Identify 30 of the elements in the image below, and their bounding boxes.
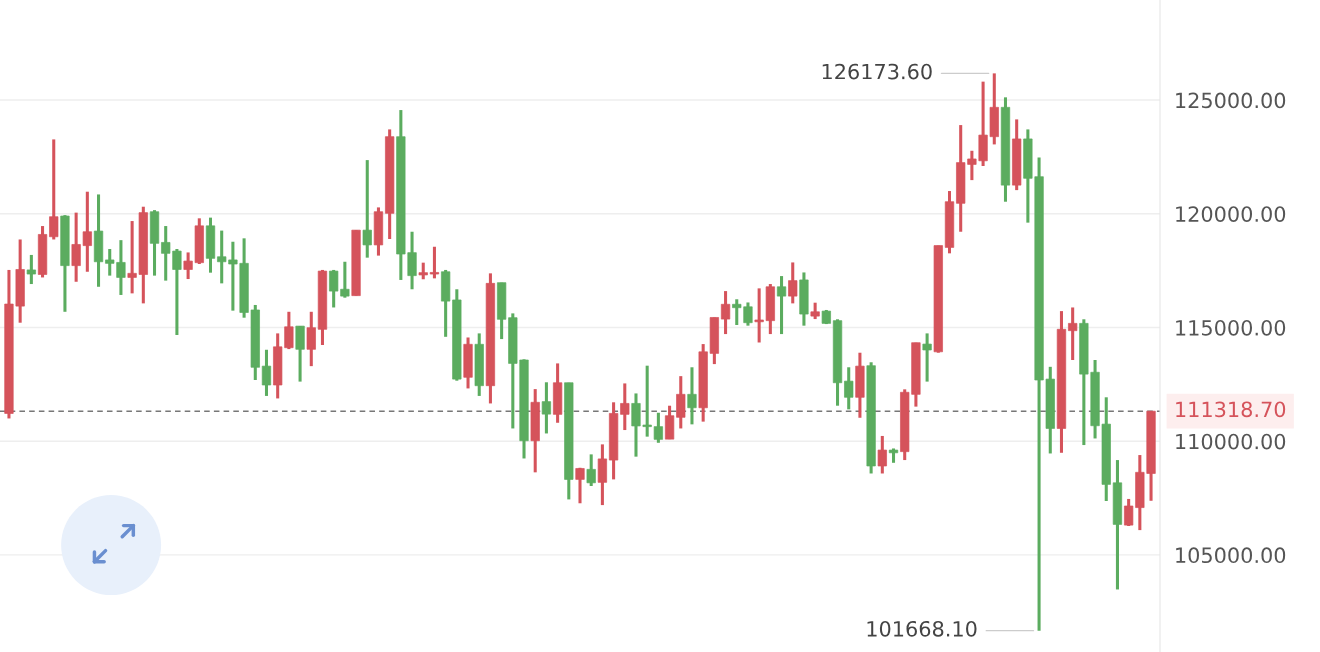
candlestick	[922, 333, 932, 382]
candlestick	[676, 376, 686, 429]
candlestick	[1068, 307, 1078, 360]
candlestick	[575, 466, 585, 504]
candlestick	[788, 262, 798, 304]
candlestick	[49, 139, 59, 240]
candlestick	[844, 367, 854, 410]
candlestick	[295, 325, 305, 382]
candlestick	[306, 310, 316, 368]
candlestick	[261, 349, 272, 396]
annotation: 101668.10	[867, 620, 977, 637]
candlestick	[687, 367, 697, 425]
candlestick	[877, 434, 887, 474]
annotation: 126173.60	[822, 63, 932, 80]
candlestick	[26, 253, 36, 286]
candlestick	[429, 246, 440, 279]
candlestick	[541, 382, 552, 434]
y-tick-label: 120000.00	[1176, 206, 1286, 222]
candlestick	[362, 160, 372, 258]
candlestick	[776, 276, 787, 336]
y-tick-label: 105000.00	[1176, 547, 1286, 564]
y-tick-label: 115000.00	[1176, 319, 1286, 336]
y-tick-label: 110000.00	[1176, 433, 1286, 450]
y-tick-label: 125000.00	[1176, 92, 1286, 109]
ref-line-label: 111318.70	[1176, 401, 1286, 418]
candlestick	[720, 291, 731, 336]
candlestick	[586, 454, 596, 486]
candlestick	[597, 444, 607, 507]
candlestick	[664, 405, 675, 441]
candlestick	[620, 383, 630, 432]
